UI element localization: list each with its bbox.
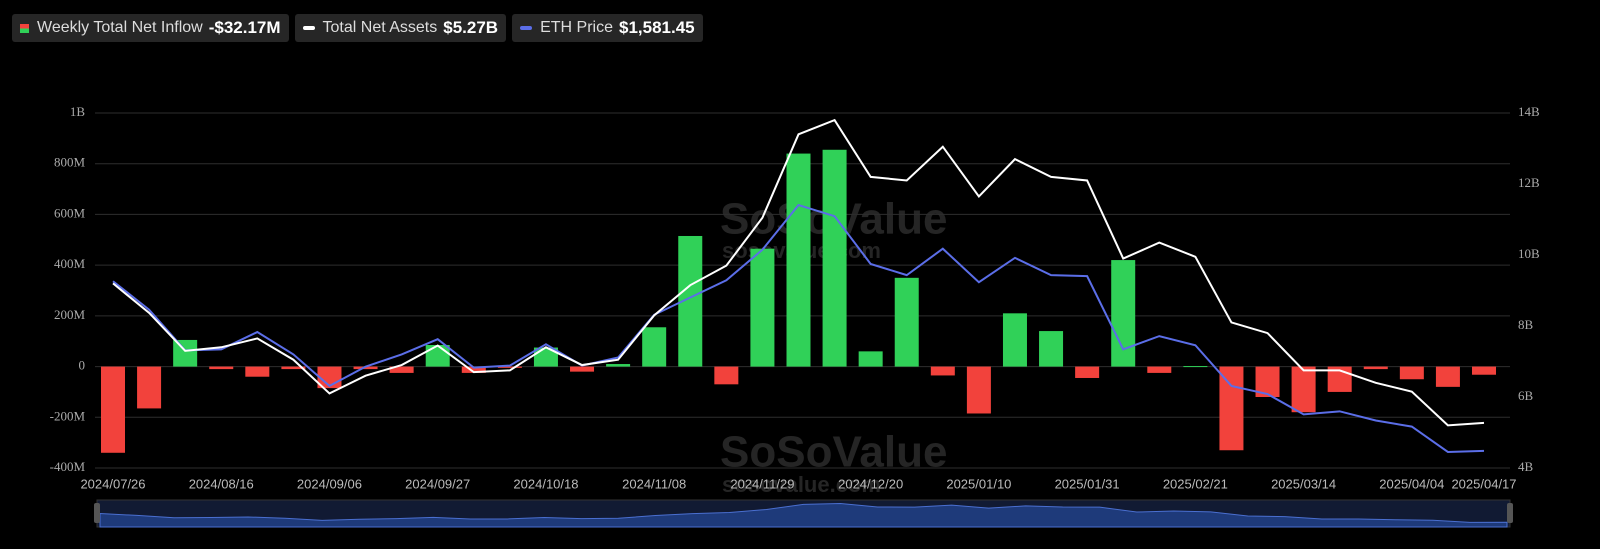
x-tick-label: 2025/04/04 (1379, 476, 1444, 491)
y-tick-label: 400M (54, 256, 86, 271)
legend-name: Weekly Total Net Inflow (37, 19, 203, 36)
bar (1363, 366, 1388, 370)
legend-value: $1,581.45 (618, 18, 695, 37)
bar (642, 327, 667, 367)
bar (461, 366, 486, 373)
bar (1399, 366, 1424, 380)
bar (425, 345, 450, 367)
line (112, 118, 1485, 427)
bar (1472, 366, 1496, 375)
bar (137, 366, 162, 409)
bar (1039, 331, 1064, 367)
x-tick-label: 2024/11/29 (730, 476, 794, 491)
y2-tick-label: 4B (1518, 459, 1534, 474)
x-tick-label: 2025/03/14 (1271, 476, 1336, 491)
x-tick-label: 2024/09/06 (297, 476, 362, 491)
bar (245, 366, 270, 377)
bar (1075, 366, 1100, 378)
bar (1183, 366, 1208, 368)
legend: Weekly Total Net Inflow -$32.17M Total Net… (12, 14, 703, 42)
bar (894, 277, 919, 367)
bar (1111, 260, 1136, 367)
legend-name: Total Net Assets (322, 19, 438, 36)
bar (497, 366, 522, 368)
y2-tick-label: 8B (1518, 317, 1534, 332)
legend-icon (520, 26, 533, 30)
bar (570, 366, 595, 372)
navigator-area (99, 502, 1508, 528)
bar (714, 366, 739, 385)
x-tick-label: 2024/07/26 (80, 476, 145, 491)
legend-item[interactable]: Weekly Total Net Inflow -$32.17M (12, 14, 289, 42)
x-tick-label: 2024/12/20 (838, 476, 903, 491)
legend-item[interactable]: ETH Price $1,581.45 (512, 14, 703, 42)
watermark: sosovalue.com (722, 472, 881, 497)
y2-tick-label: 6B (1518, 388, 1534, 403)
navigator-handle (94, 503, 100, 523)
legend-value: -$32.17M (208, 18, 281, 37)
bar (101, 366, 125, 453)
bar (750, 248, 775, 367)
y2-tick-label: 14B (1518, 104, 1540, 119)
legend-item[interactable]: Total Net Assets $5.27B (294, 14, 507, 42)
bar (858, 351, 883, 367)
y-tick-label: 200M (54, 307, 86, 322)
x-tick-label: 2025/02/21 (1163, 476, 1228, 491)
bar (209, 366, 234, 370)
y-tick-label: 0 (79, 358, 86, 373)
y-tick-label: 800M (54, 155, 86, 170)
bar (786, 153, 811, 367)
x-tick-label: 2024/10/18 (513, 476, 578, 491)
y2-tick-label: 12B (1518, 175, 1540, 190)
y-tick-label: -400M (50, 459, 86, 474)
bar (353, 366, 378, 370)
y-tick-label: -200M (50, 408, 86, 423)
navigator-handle (1507, 503, 1513, 523)
y-tick-label: 600M (54, 205, 86, 220)
legend-value: $5.27B (443, 18, 499, 37)
bar (606, 364, 631, 367)
x-tick-label: 2024/11/08 (622, 476, 686, 491)
bar (1291, 366, 1316, 413)
bar (1219, 366, 1244, 451)
bar (1435, 366, 1460, 387)
legend-name: ETH Price (540, 19, 613, 36)
legend-icon (302, 26, 315, 30)
bar (966, 366, 991, 414)
bar (930, 366, 955, 376)
x-tick-label: 2024/09/27 (405, 476, 470, 491)
watermark: SoSoValue (720, 428, 947, 477)
y-tick-label: 1B (70, 104, 86, 119)
x-tick-label: 2025/01/31 (1055, 476, 1120, 491)
bar (389, 366, 414, 373)
x-tick-label: 2024/08/16 (189, 476, 254, 491)
bar (822, 149, 847, 367)
bar (1147, 366, 1172, 373)
bar (173, 339, 198, 367)
line (112, 203, 1485, 454)
y2-tick-label: 10B (1518, 246, 1540, 261)
legend-icon (20, 23, 29, 33)
bar (1002, 313, 1027, 367)
bar (281, 366, 306, 370)
x-tick-label: 2025/04/17 (1451, 476, 1516, 491)
x-tick-label: 2025/01/10 (946, 476, 1011, 491)
